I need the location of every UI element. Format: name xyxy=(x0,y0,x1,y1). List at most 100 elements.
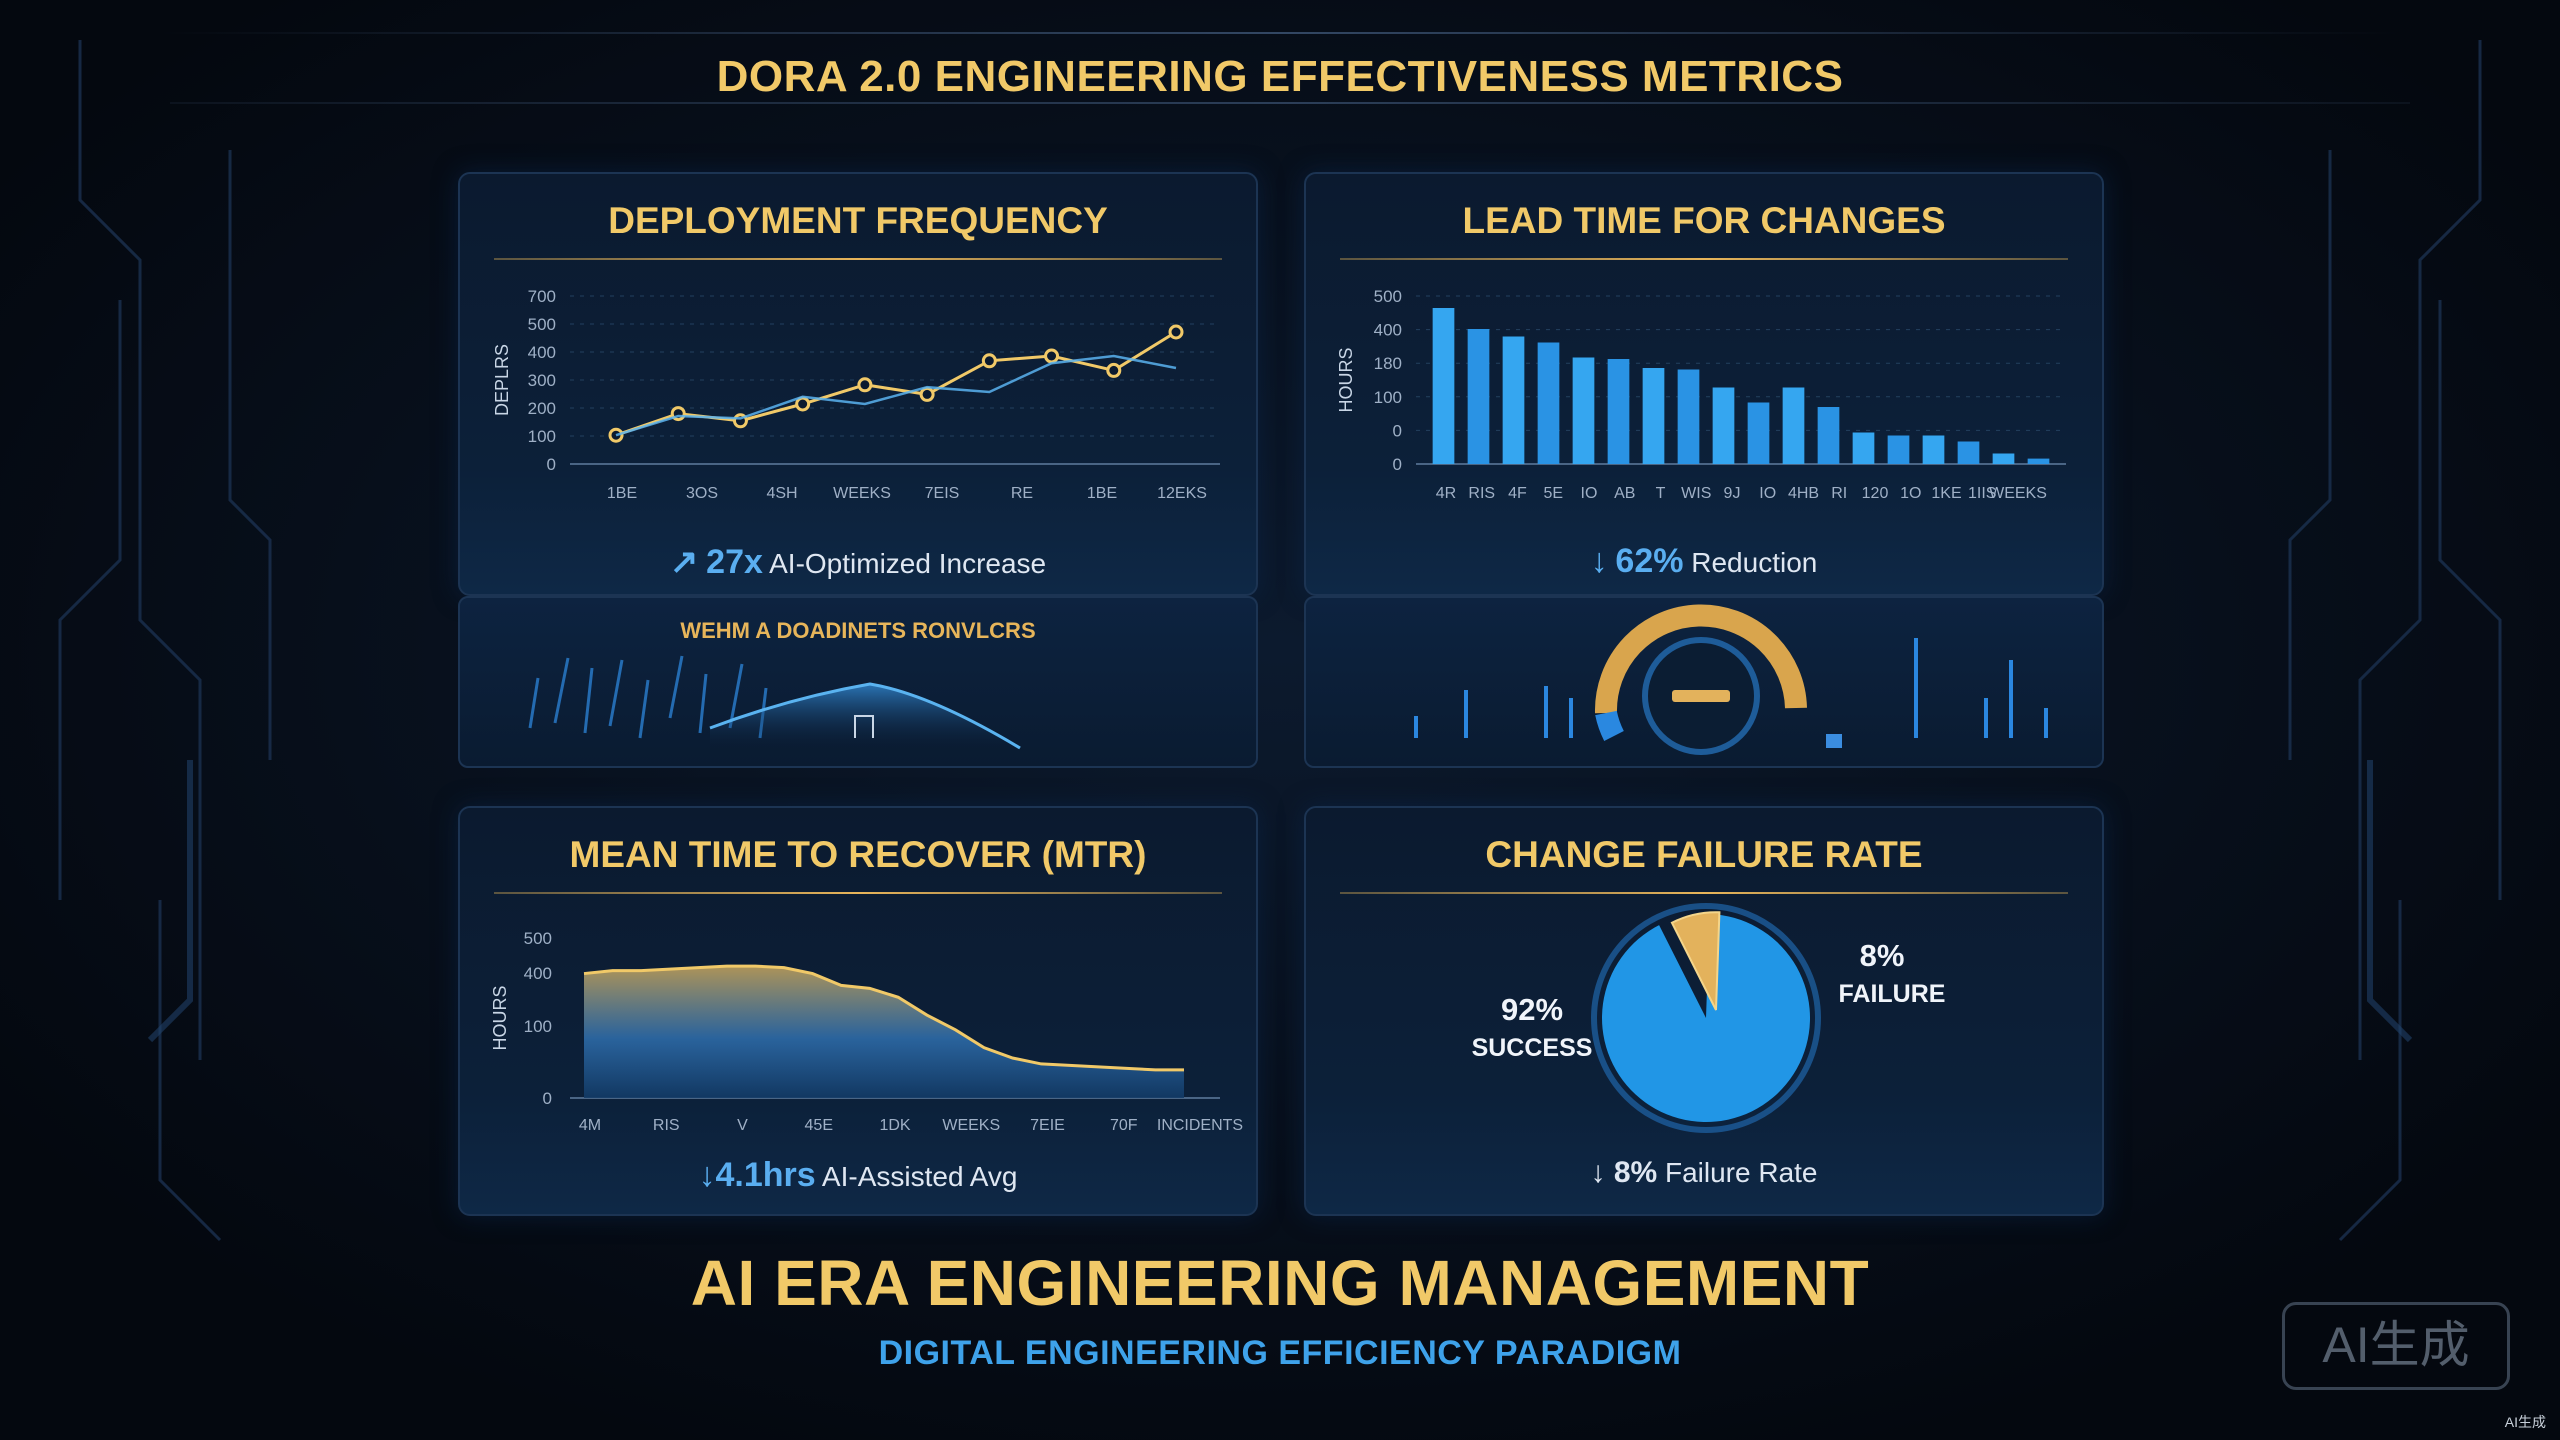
lead-time-sub-panel xyxy=(1304,596,2104,768)
y-axis-label: DEPLRS xyxy=(492,344,512,416)
x-tick-label: V xyxy=(737,1117,748,1134)
pie-slice-failure xyxy=(1670,911,1721,1011)
corner-watermark: AI生成 xyxy=(2504,1414,2546,1430)
x-tick-label: WIS xyxy=(1681,485,1711,502)
footer-subtitle: DIGITAL ENGINEERING EFFICIENCY PARADIGM xyxy=(878,1334,1682,1372)
bar xyxy=(1467,329,1490,464)
data-point xyxy=(795,396,811,412)
page-title: DORA 2.0 ENGINEERING EFFECTIVENESS METRI… xyxy=(716,52,1844,101)
y-axis-label: HOURS xyxy=(1336,347,1356,412)
x-tick-label: 70F xyxy=(1110,1117,1138,1134)
area-line xyxy=(583,964,1184,1072)
y-tick-label: 180 xyxy=(1374,354,1402,373)
trend-down-icon: ↓ xyxy=(1590,542,1608,580)
y-tick-label: 200 xyxy=(528,399,556,418)
x-tick-label: 45E xyxy=(805,1117,833,1134)
mttr-stat: ↓4.1hrs AI-Assisted Avg xyxy=(460,1156,1256,1195)
x-tick-label: INCIDENTS xyxy=(1157,1117,1243,1134)
x-tick-label: RE xyxy=(1011,485,1033,502)
stat-text: Reduction xyxy=(1691,547,1818,578)
stat-text: Failure Rate xyxy=(1664,1157,1818,1188)
top-frame-line xyxy=(160,32,2400,34)
y-axis-label: HOURS xyxy=(490,985,510,1050)
x-tick-label: 120 xyxy=(1862,485,1889,502)
y-tick-label: 100 xyxy=(1374,388,1402,407)
stat-value: ↓ 8% xyxy=(1590,1156,1658,1189)
deployment-sub-panel: WEHM A DOADINETS RONVLCRS xyxy=(458,596,1258,768)
footer-title: AI ERA ENGINEERING MANAGEMENT xyxy=(690,1247,1870,1319)
success-label: SUCCESS xyxy=(1472,1034,1593,1062)
y-tick-label: 500 xyxy=(1374,287,1402,306)
x-tick-label: WEEKS xyxy=(833,485,891,502)
y-tick-label: 300 xyxy=(528,371,556,390)
data-point xyxy=(608,427,624,443)
y-tick-label: 400 xyxy=(528,343,556,362)
lead-time-stat: ↓ 62% Reduction xyxy=(1306,542,2102,581)
x-tick-label: 4HB xyxy=(1788,485,1819,502)
y-tick-label: 500 xyxy=(528,315,556,334)
x-tick-label: 1BE xyxy=(1087,485,1117,502)
bar xyxy=(1957,441,1980,464)
deployment-frequency-chart: 700 500 400 300 200 100 0 1BE 3OS 4SH WEEKS 7EIS RE 1… xyxy=(492,287,1220,502)
panel-divider xyxy=(1340,258,2068,260)
data-point xyxy=(1044,348,1060,364)
y-tick-label: 100 xyxy=(524,1017,552,1036)
y-tick-label: 0 xyxy=(1393,421,1402,440)
x-tick-label: 7EIS xyxy=(925,485,960,502)
bar xyxy=(1852,432,1875,464)
y-tick-label: 0 xyxy=(547,455,556,474)
bar xyxy=(1642,368,1665,464)
panel-divider xyxy=(494,258,1222,260)
x-tick-label: 4R xyxy=(1436,485,1456,502)
bar xyxy=(1432,308,1455,464)
bar xyxy=(1922,435,1945,464)
x-tick-label: RI xyxy=(1831,485,1847,502)
data-point xyxy=(919,386,935,402)
deployment-frequency-stat: ↗ 27x AI-Optimized Increase xyxy=(460,542,1256,582)
x-tick-label: RIS xyxy=(653,1117,680,1134)
series-line-1 xyxy=(615,330,1177,437)
ai-generated-watermark: AI生成 xyxy=(2282,1302,2510,1390)
x-tick-label: 5E xyxy=(1543,485,1563,502)
gauge-icon xyxy=(1594,604,1807,755)
y-tick-label: 0 xyxy=(543,1089,552,1108)
x-tick-label: WEEKS xyxy=(1989,485,2047,502)
lead-time-panel: LEAD TIME FOR CHANGES 500 400 180 100 0 0 4R RI… xyxy=(1304,172,2104,596)
change-failure-rate-title: CHANGE FAILURE RATE xyxy=(1485,834,1923,875)
mttr-panel: MEAN TIME TO RECOVER (MTR) 500 400 100 0 4M R… xyxy=(458,806,1258,1216)
bar xyxy=(1537,342,1560,464)
bar xyxy=(1782,387,1805,464)
x-tick-label: IO xyxy=(1581,485,1598,502)
x-tick-label: 4M xyxy=(579,1117,601,1134)
bar xyxy=(1677,369,1700,464)
change-failure-rate-stat: ↓ 8% Failure Rate xyxy=(1306,1156,2102,1190)
x-tick-label: RIS xyxy=(1468,485,1495,502)
title-frame-line xyxy=(170,102,2410,104)
success-percent-label: 92% xyxy=(1501,992,1563,1027)
x-tick-label: T xyxy=(1656,485,1666,502)
stat-text: AI-Optimized Increase xyxy=(769,548,1047,579)
x-tick-label: AB xyxy=(1614,485,1635,502)
stat-value: ↓4.1hrs xyxy=(698,1156,816,1194)
x-tick-label: IO xyxy=(1759,485,1776,502)
bar xyxy=(1712,387,1735,464)
x-tick-label: 12EKS xyxy=(1157,485,1207,502)
bar xyxy=(1572,357,1595,464)
series-line-2 xyxy=(615,354,1177,437)
stat-text: AI-Assisted Avg xyxy=(821,1161,1018,1192)
bar xyxy=(1607,359,1630,464)
x-tick-label: 1IIS xyxy=(1968,485,1996,502)
data-point xyxy=(981,353,997,369)
bar xyxy=(1747,402,1770,464)
mttr-title: MEAN TIME TO RECOVER (MTR) xyxy=(569,834,1147,875)
lead-time-chart: 500 400 180 100 0 0 4R RIS 4F 5E IO AB T WIS 9J IO 4HB RI… xyxy=(1336,287,2066,502)
x-tick-label: 9J xyxy=(1724,485,1741,502)
x-tick-label: WEEKS xyxy=(942,1117,1000,1134)
panel-divider xyxy=(1340,892,2068,894)
x-tick-label: 3OS xyxy=(686,485,718,502)
bar xyxy=(1502,336,1525,464)
lead-time-title: LEAD TIME FOR CHANGES xyxy=(1462,200,1946,241)
x-tick-label: 7EIE xyxy=(1030,1117,1065,1134)
pie-slice-success xyxy=(1602,914,1810,1122)
